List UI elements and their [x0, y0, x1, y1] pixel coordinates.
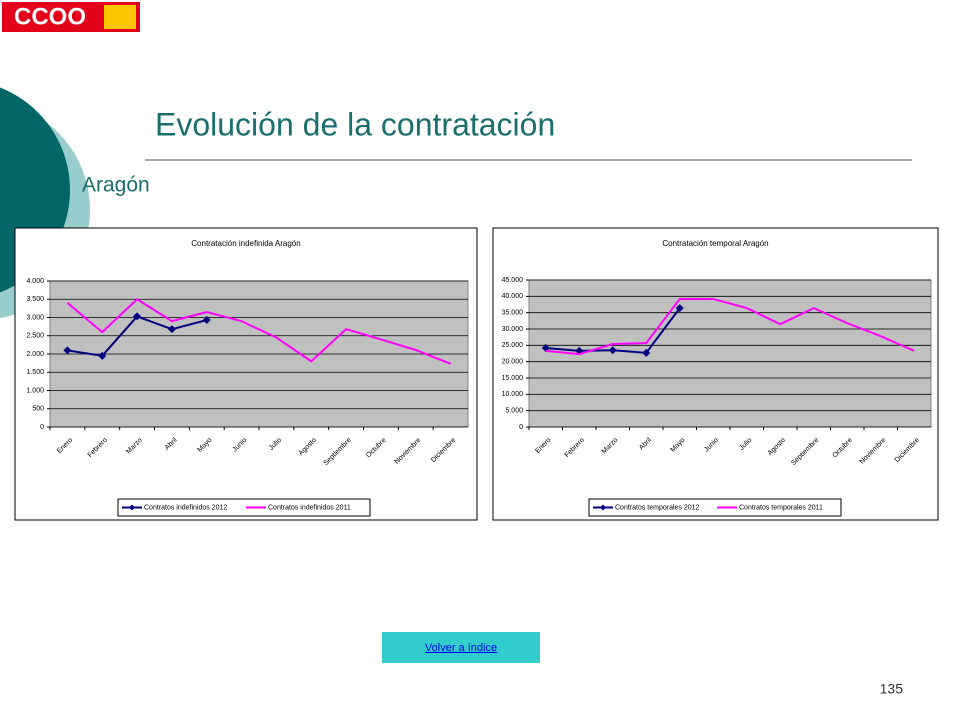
y-tick-label: 0 — [40, 424, 44, 431]
y-tick-label: 45.000 — [502, 277, 524, 284]
legend-label: Contratos temporales 2012 — [615, 504, 700, 511]
series-line — [545, 297, 915, 356]
y-tick-label: 2.500 — [26, 333, 44, 340]
data-point — [642, 348, 651, 357]
legend-marker — [600, 504, 606, 511]
data-point — [202, 316, 211, 325]
y-tick-label: 2.000 — [26, 351, 44, 358]
page-number: 135 — [880, 681, 904, 697]
chart-title: Contratación indefinida Aragón — [191, 239, 300, 248]
y-tick-label: 25.000 — [502, 342, 524, 349]
slide-subtitle: Aragón — [82, 174, 150, 197]
data-point — [608, 346, 617, 355]
y-tick-label: 3.000 — [26, 314, 44, 321]
legend-label: Contratos temporales 2011 — [739, 504, 823, 511]
legend-label: Contratos indefinidos 2012 — [144, 504, 227, 511]
y-tick-label: 10.000 — [502, 391, 524, 398]
data-point — [63, 346, 72, 355]
slide-title: Evolución de la contratación — [155, 106, 555, 142]
y-tick-label: 15.000 — [502, 375, 524, 382]
y-tick-label: 3.500 — [26, 296, 44, 303]
legend-marker — [129, 504, 135, 511]
logo-flag — [104, 5, 136, 29]
legend — [588, 498, 842, 517]
y-tick-label: 20.000 — [502, 359, 524, 366]
y-tick-label: 1.000 — [26, 387, 44, 394]
data-point — [98, 351, 107, 360]
y-tick-label: 0 — [519, 424, 523, 431]
data-point — [541, 343, 550, 352]
link-button[interactable] — [382, 632, 540, 663]
logo-text: CCOO — [14, 3, 86, 30]
y-tick-label: 30.000 — [502, 326, 524, 333]
legend — [117, 498, 371, 517]
data-point — [167, 325, 176, 334]
chart-title: Contratación temporal Aragón — [662, 239, 768, 248]
data-point — [133, 312, 142, 321]
y-tick-label: 5.000 — [505, 408, 523, 415]
y-tick-label: 1.500 — [26, 369, 44, 376]
data-point — [675, 304, 684, 313]
y-tick-label: 40.000 — [502, 293, 524, 300]
link-text[interactable]: Volver a índice — [425, 642, 497, 654]
legend-label: Contratos indefinidos 2011 — [268, 504, 351, 511]
plot-area — [528, 279, 932, 428]
y-tick-label: 4.000 — [26, 278, 44, 285]
series-line — [66, 297, 451, 365]
y-tick-label: 35.000 — [502, 310, 524, 317]
y-tick-label: 500 — [32, 406, 44, 413]
